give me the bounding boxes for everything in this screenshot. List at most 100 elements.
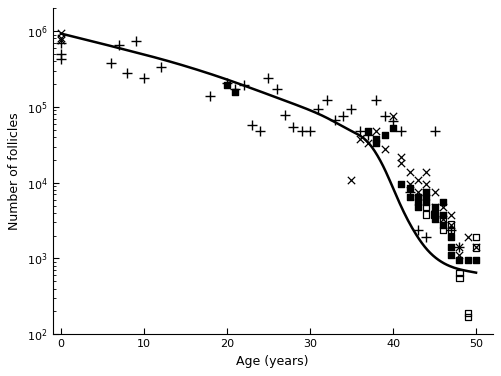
- Point: [364, 128, 372, 134]
- Point: [57, 40, 65, 46]
- Point: [422, 199, 430, 205]
- Point: [57, 37, 65, 43]
- Point: [455, 252, 463, 258]
- Point: [356, 128, 364, 134]
- Point: [455, 270, 463, 276]
- Point: [348, 177, 356, 183]
- Point: [464, 234, 472, 240]
- Point: [422, 189, 430, 195]
- Point: [447, 212, 455, 218]
- Point: [464, 310, 472, 316]
- Point: [422, 168, 430, 174]
- Point: [414, 204, 422, 210]
- X-axis label: Age (years): Age (years): [236, 355, 309, 368]
- Point: [464, 314, 472, 320]
- Point: [57, 51, 65, 57]
- Point: [414, 227, 422, 233]
- Point: [414, 189, 422, 195]
- Point: [455, 275, 463, 281]
- Point: [455, 244, 463, 250]
- Point: [107, 60, 115, 66]
- Point: [447, 244, 455, 250]
- Point: [455, 257, 463, 263]
- Point: [439, 227, 447, 233]
- Point: [389, 126, 397, 132]
- Point: [140, 75, 148, 81]
- Point: [265, 75, 273, 81]
- Point: [389, 114, 397, 120]
- Point: [239, 82, 247, 88]
- Point: [406, 181, 414, 187]
- Point: [430, 189, 438, 195]
- Point: [472, 244, 480, 250]
- Point: [439, 199, 447, 205]
- Point: [439, 216, 447, 222]
- Point: [439, 216, 447, 222]
- Point: [364, 132, 372, 138]
- Point: [273, 86, 281, 92]
- Point: [406, 194, 414, 200]
- Point: [397, 160, 405, 166]
- Point: [132, 38, 140, 44]
- Point: [372, 140, 380, 146]
- Point: [414, 194, 422, 200]
- Point: [472, 244, 480, 250]
- Point: [248, 122, 256, 128]
- Point: [290, 124, 298, 130]
- Point: [364, 140, 372, 146]
- Point: [422, 194, 430, 200]
- Point: [231, 89, 239, 96]
- Point: [57, 56, 65, 62]
- Point: [406, 168, 414, 174]
- Point: [156, 64, 164, 70]
- Point: [422, 181, 430, 187]
- Point: [447, 221, 455, 227]
- Point: [223, 79, 231, 85]
- Point: [447, 234, 455, 240]
- Point: [447, 221, 455, 227]
- Point: [381, 114, 389, 120]
- Point: [430, 128, 438, 134]
- Point: [123, 70, 131, 76]
- Point: [223, 82, 231, 88]
- Point: [430, 204, 438, 210]
- Point: [57, 30, 65, 36]
- Point: [281, 112, 289, 118]
- Point: [298, 128, 306, 134]
- Point: [414, 199, 422, 205]
- Point: [406, 185, 414, 191]
- Point: [256, 128, 264, 134]
- Point: [397, 154, 405, 160]
- Point: [397, 128, 405, 134]
- Point: [430, 212, 438, 218]
- Point: [439, 221, 447, 227]
- Point: [356, 136, 364, 142]
- Point: [372, 97, 380, 103]
- Point: [381, 132, 389, 138]
- Point: [115, 42, 123, 49]
- Point: [372, 128, 380, 134]
- Point: [206, 93, 214, 99]
- Point: [472, 257, 480, 263]
- Point: [422, 234, 430, 240]
- Point: [372, 136, 380, 142]
- Point: [406, 189, 414, 195]
- Point: [422, 204, 430, 210]
- Point: [389, 118, 397, 124]
- Point: [414, 194, 422, 200]
- Point: [447, 227, 455, 233]
- Point: [339, 114, 347, 120]
- Point: [455, 244, 463, 250]
- Point: [439, 212, 447, 218]
- Point: [414, 177, 422, 183]
- Point: [323, 97, 331, 103]
- Point: [331, 117, 339, 123]
- Point: [439, 204, 447, 210]
- Point: [314, 106, 322, 112]
- Point: [447, 227, 455, 233]
- Point: [422, 212, 430, 218]
- Point: [447, 252, 455, 258]
- Point: [430, 216, 438, 222]
- Point: [397, 181, 405, 187]
- Point: [348, 106, 356, 112]
